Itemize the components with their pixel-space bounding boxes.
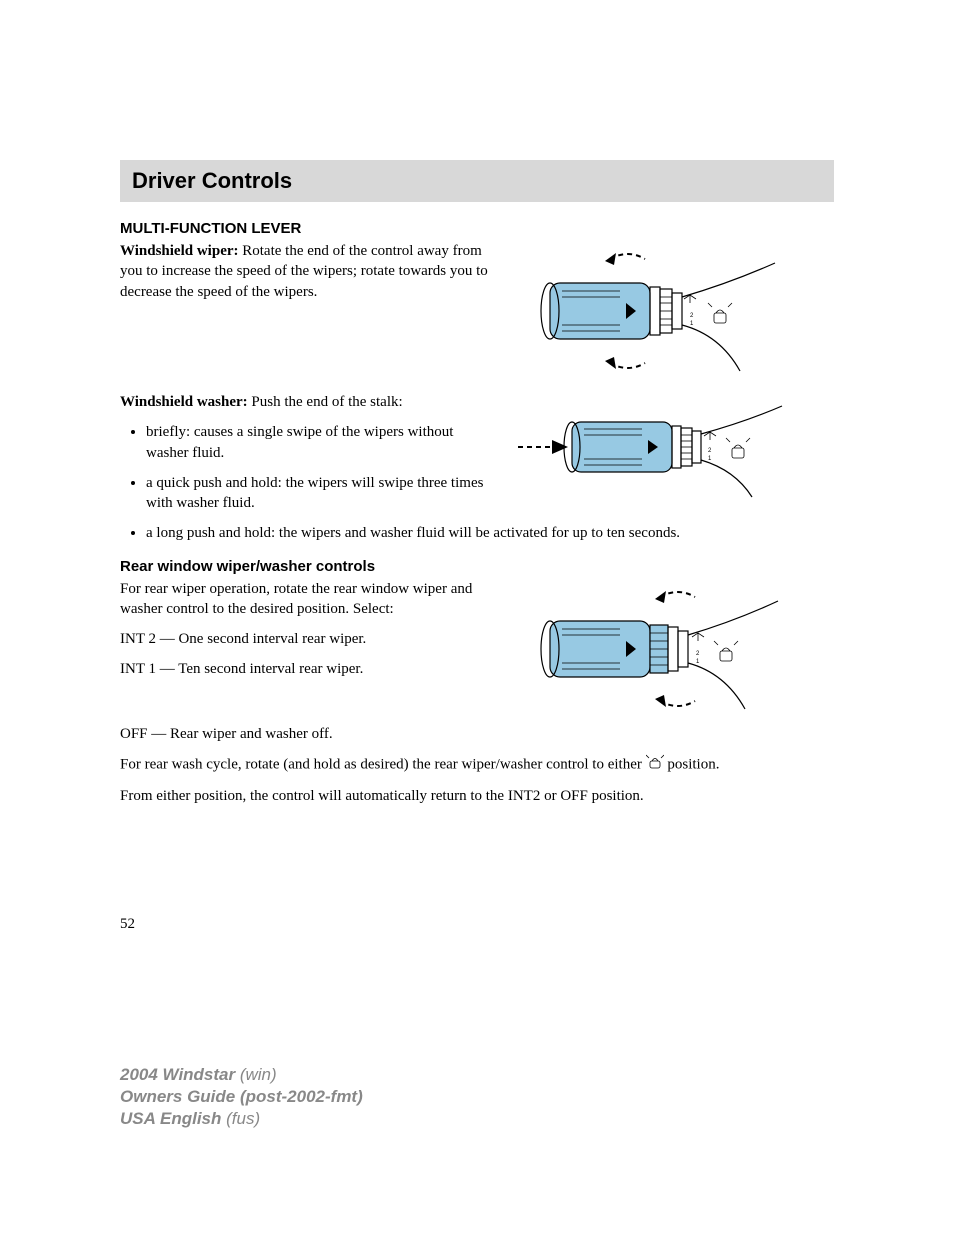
rear-p6: From either position, the control will a…	[120, 786, 834, 806]
svg-text:2: 2	[696, 651, 700, 657]
washer-bullet-1: briefly: causes a single swipe of the wi…	[146, 422, 490, 463]
rear-row: For rear wiper operation, rotate the rea…	[120, 579, 834, 724]
svg-text:1: 1	[696, 659, 700, 665]
washer-paragraph: Windshield washer: Push the end of the s…	[120, 392, 490, 412]
wiper-row: Windshield wiper: Rotate the end of the …	[120, 241, 834, 386]
rear-text-col: For rear wiper operation, rotate the rea…	[120, 579, 490, 690]
washer-bullet-2: a quick push and hold: the wipers will s…	[146, 473, 490, 514]
footer-line1-rest: (win)	[240, 1065, 277, 1084]
page-content: Driver Controls MULTI-FUNCTION LEVER Win…	[0, 0, 954, 933]
wiper-text-col: Windshield wiper: Rotate the end of the …	[120, 241, 490, 312]
rear-p1: For rear wiper operation, rotate the rea…	[120, 579, 490, 620]
footer-line3-rest: (fus)	[226, 1109, 260, 1128]
rear-p4: OFF — Rear wiper and washer off.	[120, 724, 834, 744]
washer-bullet-3: a long push and hold: the wipers and was…	[146, 523, 834, 543]
washer-bullets-full: a long push and hold: the wipers and was…	[120, 523, 834, 543]
washer-row: Windshield washer: Push the end of the s…	[120, 392, 834, 523]
section-header-bar: Driver Controls	[120, 160, 834, 202]
washer-lever-figure: 2 1	[510, 392, 785, 507]
page-number: 52	[120, 916, 834, 933]
wiper-lever-svg: 2 1	[510, 241, 785, 381]
footer-line3-bold: USA English	[120, 1109, 226, 1128]
svg-text:1: 1	[708, 456, 712, 462]
rear-p2: INT 2 — One second interval rear wiper.	[120, 629, 490, 649]
svg-text:1: 1	[690, 321, 694, 327]
rear-p5: For rear wash cycle, rotate (and hold as…	[120, 754, 834, 776]
wiper-label: Windshield wiper:	[120, 243, 239, 259]
washer-label: Windshield washer:	[120, 394, 248, 410]
wiper-paragraph: Windshield wiper: Rotate the end of the …	[120, 241, 490, 302]
multi-function-lever-title: MULTI-FUNCTION LEVER	[120, 220, 834, 237]
footer-block: 2004 Windstar (win) Owners Guide (post-2…	[120, 1064, 363, 1130]
footer-line3: USA English (fus)	[120, 1108, 363, 1130]
svg-text:2: 2	[708, 448, 712, 454]
washer-text-col: Windshield washer: Push the end of the s…	[120, 392, 490, 523]
rear-p5a: For rear wash cycle, rotate (and hold as…	[120, 756, 646, 772]
footer-line2: Owners Guide (post-2002-fmt)	[120, 1086, 363, 1108]
svg-text:2: 2	[690, 313, 694, 319]
washer-body: Push the end of the stalk:	[248, 394, 403, 410]
rear-wiper-title: Rear window wiper/washer controls	[120, 558, 834, 575]
washer-lever-svg: 2 1	[510, 392, 785, 502]
footer-line1: 2004 Windstar (win)	[120, 1064, 363, 1086]
rear-wash-icon	[646, 754, 664, 776]
footer-line1-bold: 2004 Windstar	[120, 1065, 240, 1084]
rear-lever-svg: 2 1	[510, 579, 785, 719]
wiper-lever-figure: 2 1	[510, 241, 785, 386]
washer-bullets: briefly: causes a single swipe of the wi…	[120, 422, 490, 513]
rear-p3: INT 1 — Ten second interval rear wiper.	[120, 659, 490, 679]
rear-lever-figure: 2 1	[510, 579, 785, 724]
section-header-title: Driver Controls	[132, 168, 822, 194]
rear-p5b: position.	[664, 756, 720, 772]
